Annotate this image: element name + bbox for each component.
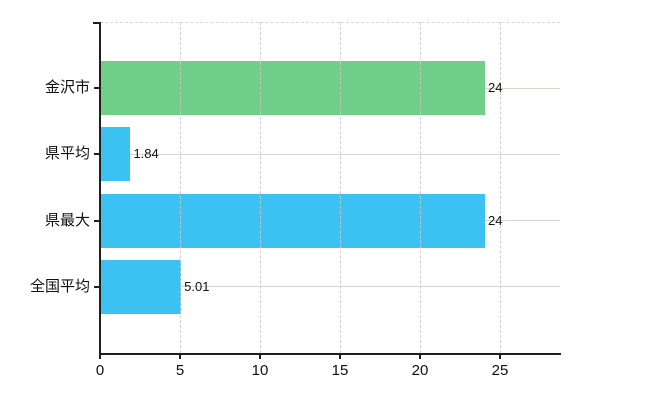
x-axis-line [99,353,561,355]
y-tick [94,87,100,90]
x-tick [339,353,341,359]
x-tick [259,353,261,359]
x-gridline [180,22,181,353]
x-tick [499,353,501,359]
x-gridline [340,22,341,353]
x-tick-label: 5 [175,362,185,379]
x-tick-label: 15 [331,362,349,379]
x-tick-label: 0 [95,362,105,379]
bar-value-label: 1.84 [133,146,159,162]
category-label: 県最大 [44,211,90,229]
plot-top-border [100,22,560,23]
x-gridline [420,22,421,353]
x-gridline [500,22,501,353]
y-axis-line [99,22,101,355]
bar-value-label: 5.01 [184,278,210,294]
y-tick [94,153,100,156]
x-tick [419,353,421,359]
x-tick [179,353,181,359]
x-tick-label: 20 [411,362,429,379]
bar-value-label: 24 [488,80,503,96]
y-tick [94,219,100,222]
category-label: 全国平均 [29,277,90,295]
bar [101,259,182,314]
bar-value-label: 24 [488,212,503,228]
y-axis-end-tick [93,22,100,24]
x-tick-label: 10 [251,362,269,379]
category-gridline [100,286,560,288]
x-gridline [260,22,261,353]
bar [101,127,131,182]
bar [101,193,485,248]
x-tick [99,353,101,359]
category-label: 県平均 [44,145,90,163]
x-tick-label: 25 [491,362,509,379]
category-label: 金沢市 [44,79,90,97]
category-gridline [100,153,560,155]
bar [101,61,485,116]
y-tick [94,285,100,288]
